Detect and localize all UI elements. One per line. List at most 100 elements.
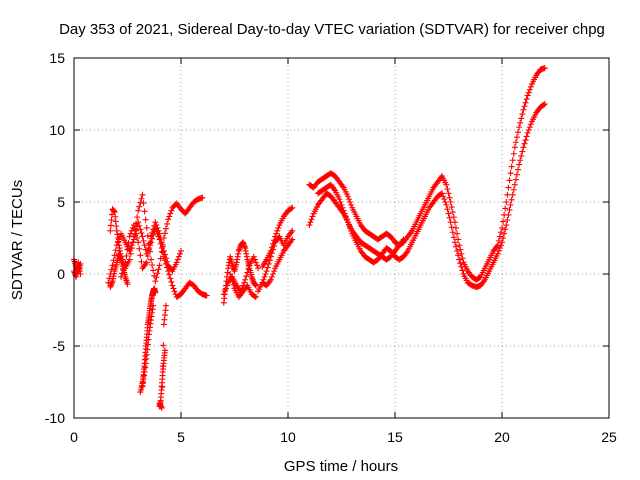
data-point bbox=[271, 268, 278, 275]
x-axis-label: GPS time / hours bbox=[284, 458, 398, 475]
data-point bbox=[245, 265, 252, 272]
data-point bbox=[127, 245, 134, 252]
data-point bbox=[288, 205, 295, 212]
data-point bbox=[108, 266, 115, 273]
data-point bbox=[266, 278, 273, 285]
data-point bbox=[241, 279, 248, 286]
data-point bbox=[107, 227, 114, 234]
data-point bbox=[145, 336, 152, 343]
data-point bbox=[129, 239, 136, 246]
data-point bbox=[274, 227, 281, 234]
data-point bbox=[124, 246, 131, 253]
data-point bbox=[513, 171, 520, 178]
data-point bbox=[138, 258, 145, 265]
x-tick-label: 25 bbox=[601, 429, 617, 445]
y-axis-label: SDTVAR / TECUs bbox=[9, 180, 26, 300]
data-point bbox=[448, 224, 455, 231]
data-point bbox=[250, 253, 257, 260]
data-point bbox=[115, 236, 122, 243]
data-point bbox=[447, 219, 454, 226]
data-point bbox=[252, 282, 259, 289]
plot-frame bbox=[73, 57, 610, 419]
data-point bbox=[150, 267, 157, 274]
data-point bbox=[122, 259, 129, 266]
data-point bbox=[509, 191, 516, 198]
data-point bbox=[143, 351, 150, 358]
data-point bbox=[138, 229, 145, 236]
data-point bbox=[148, 256, 155, 263]
data-point bbox=[163, 302, 170, 309]
data-point bbox=[166, 213, 173, 220]
data-point bbox=[273, 230, 280, 237]
grid-lines bbox=[74, 58, 609, 418]
data-point bbox=[267, 276, 274, 283]
data-points bbox=[71, 65, 548, 411]
data-point bbox=[522, 137, 529, 144]
data-point bbox=[447, 199, 454, 205]
data-point bbox=[140, 237, 147, 244]
data-point bbox=[109, 262, 116, 269]
data-point bbox=[135, 219, 142, 226]
data-point bbox=[496, 233, 503, 240]
data-point bbox=[251, 293, 258, 300]
data-point bbox=[152, 219, 159, 226]
data-point bbox=[442, 199, 449, 205]
data-point bbox=[511, 144, 518, 151]
data-point bbox=[123, 253, 130, 259]
data-point bbox=[130, 222, 137, 229]
data-point bbox=[77, 271, 84, 277]
data-point bbox=[522, 99, 529, 106]
data-point bbox=[288, 237, 295, 244]
data-point bbox=[337, 199, 344, 205]
data-point bbox=[444, 206, 451, 213]
data-point bbox=[523, 96, 530, 103]
data-point bbox=[520, 106, 527, 113]
data-point bbox=[227, 271, 234, 277]
data-point bbox=[505, 211, 512, 218]
data-point bbox=[139, 233, 146, 240]
data-point bbox=[152, 278, 159, 285]
data-point bbox=[243, 273, 250, 280]
data-point bbox=[128, 242, 135, 249]
data-point bbox=[168, 278, 175, 285]
data-point bbox=[139, 191, 146, 198]
data-point bbox=[524, 129, 531, 136]
data-point bbox=[229, 278, 236, 285]
data-point bbox=[141, 208, 148, 215]
data-point bbox=[141, 242, 148, 249]
data-point bbox=[142, 260, 149, 267]
data-point bbox=[455, 236, 462, 243]
data-point bbox=[459, 267, 466, 274]
data-point bbox=[133, 230, 140, 237]
data-point bbox=[541, 65, 548, 72]
data-point bbox=[242, 276, 249, 283]
data-point bbox=[458, 263, 465, 270]
data-point bbox=[135, 207, 142, 214]
data-point bbox=[168, 207, 175, 214]
data-point bbox=[154, 270, 161, 277]
data-point bbox=[345, 196, 352, 203]
data-point bbox=[331, 186, 338, 193]
data-point bbox=[309, 213, 316, 220]
data-point bbox=[107, 222, 114, 229]
data-point bbox=[289, 204, 296, 211]
data-point bbox=[450, 234, 457, 241]
data-point bbox=[507, 170, 514, 177]
data-point bbox=[443, 181, 450, 188]
data-point bbox=[255, 265, 262, 272]
data-point bbox=[521, 103, 528, 110]
data-point bbox=[268, 250, 275, 257]
data-point bbox=[159, 243, 166, 250]
data-point bbox=[163, 225, 170, 232]
data-point bbox=[174, 256, 181, 263]
data-point bbox=[507, 201, 514, 208]
data-point bbox=[457, 260, 464, 267]
data-point bbox=[263, 268, 270, 275]
data-point bbox=[499, 239, 505, 246]
data-point bbox=[440, 193, 447, 200]
data-point bbox=[400, 236, 407, 243]
data-point bbox=[167, 275, 174, 282]
data-point bbox=[134, 235, 141, 241]
data-point bbox=[220, 291, 227, 298]
data-point bbox=[439, 190, 446, 197]
